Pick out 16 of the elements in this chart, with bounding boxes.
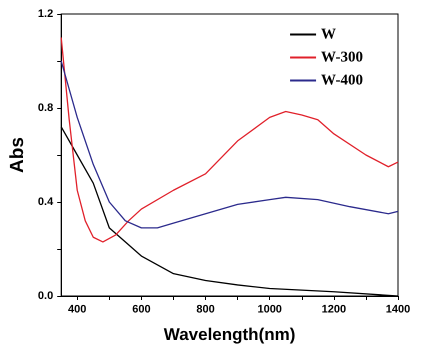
x-tick-label: 1200 — [322, 304, 346, 316]
x-tick-label: 800 — [196, 304, 215, 316]
x-tick-label: 1400 — [386, 304, 410, 316]
y-tick-label: 0.8 — [38, 102, 54, 114]
y-tick-label: 0.4 — [38, 196, 54, 208]
y-axis-title: Abs — [7, 137, 28, 173]
x-tick-label: 400 — [68, 304, 86, 316]
x-tick-label: 1000 — [257, 304, 282, 316]
y-tick-label: 0.0 — [38, 290, 54, 302]
x-tick-label: 600 — [132, 304, 151, 316]
y-tick-label: 1.2 — [38, 8, 54, 20]
legend-label: W — [321, 26, 336, 42]
x-axis-title: Wavelength(nm) — [164, 325, 296, 344]
line-series — [60, 60, 399, 228]
legend-label: W-300 — [321, 50, 364, 66]
legend-label: W-400 — [321, 72, 364, 88]
